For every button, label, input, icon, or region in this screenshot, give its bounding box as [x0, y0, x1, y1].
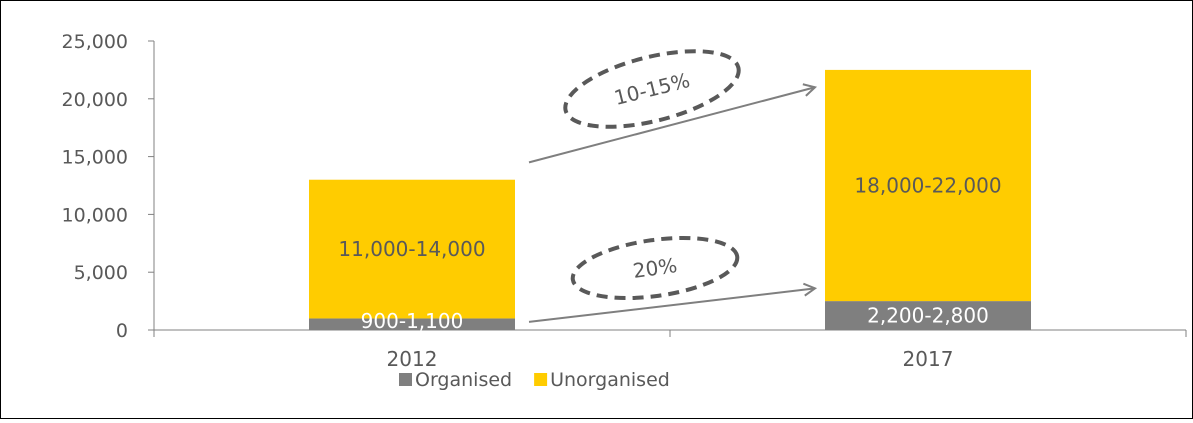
data-label-unorganised: 11,000-14,000 — [338, 237, 485, 261]
bar-unorganised-2017 — [825, 69, 1031, 302]
legend-label-organised: Organised — [415, 369, 512, 391]
growth-label-organised: 20% — [631, 253, 678, 283]
data-label-organised: 2,200-2,800 — [867, 304, 989, 328]
bar-organised-2012 — [309, 318, 515, 330]
x-category-label: 2012 — [387, 347, 438, 371]
growth-label-organised-group: 20% — [570, 235, 740, 301]
legend-label-unorganised: Unorganised — [550, 369, 670, 391]
y-tick-label: 5,000 — [74, 262, 128, 284]
growth-label-unorganised-ring — [563, 49, 741, 129]
x-category-label: 2017 — [903, 347, 954, 371]
data-label-unorganised: 18,000-22,000 — [854, 174, 1001, 198]
legend-swatch-unorganised — [534, 373, 548, 386]
bar-organised-2017 — [825, 301, 1031, 330]
y-tick-label: 0 — [116, 320, 128, 342]
growth-label-unorganised-group: 10-15% — [563, 49, 741, 129]
data-label-organised: 900-1,100 — [361, 309, 464, 333]
growth-arrow-unorganised — [528, 87, 815, 164]
growth-label-unorganised: 10-15% — [612, 68, 693, 110]
growth-arrow-organised — [528, 288, 815, 323]
y-tick-label: 25,000 — [62, 31, 128, 53]
legend-swatch-organised — [399, 373, 412, 386]
y-tick-label: 10,000 — [62, 204, 128, 226]
growth-label-organised-ring — [570, 235, 740, 301]
y-tick-label: 20,000 — [62, 89, 128, 111]
bar-unorganised-2012 — [309, 179, 515, 319]
y-tick-label: 15,000 — [62, 147, 128, 169]
